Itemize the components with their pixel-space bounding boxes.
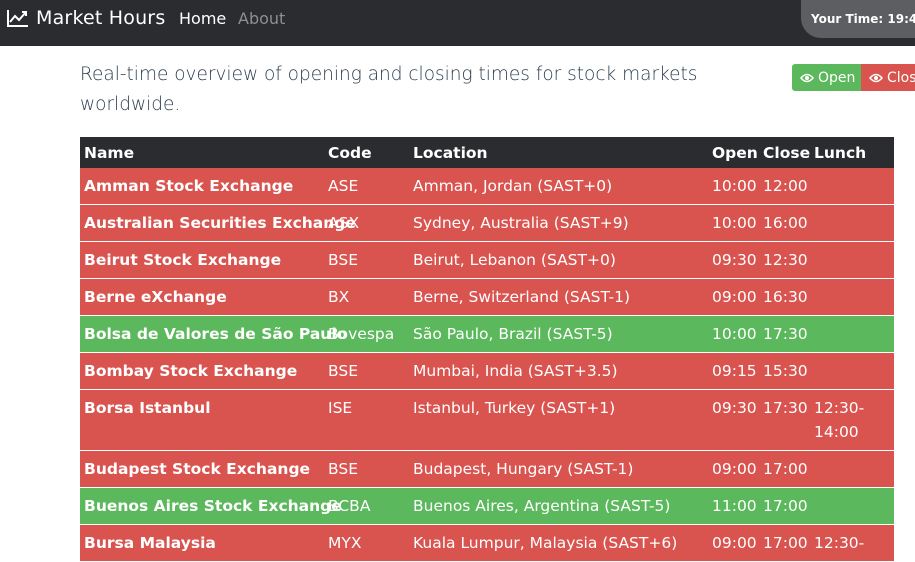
- cell-lunch: [810, 488, 894, 524]
- cell-name: Berne eXchange: [84, 288, 227, 306]
- cell-lunch: [810, 279, 894, 315]
- table-row[interactable]: Bolsa de Valores de São Paulo Bovespa São …: [80, 316, 894, 353]
- cell-open: 09:00: [712, 288, 757, 306]
- header-lunch[interactable]: Lunch: [814, 143, 867, 162]
- line-chart-icon: [7, 10, 28, 27]
- table-row[interactable]: Borsa Istanbul ISE Istanbul, Turkey (SAST+…: [80, 390, 894, 451]
- table-row[interactable]: Amman Stock Exchange ASE Amman, Jordan (SA…: [80, 168, 894, 205]
- header-location[interactable]: Location: [413, 143, 488, 162]
- cell-open: 09:00: [712, 534, 757, 552]
- cell-close: 17:00: [763, 460, 808, 478]
- cell-name: Bursa Malaysia: [84, 534, 216, 552]
- filter-open-button[interactable]: Open: [792, 64, 861, 91]
- cell-lunch: [810, 316, 894, 352]
- table-row[interactable]: Budapest Stock Exchange BSE Budapest, Hung…: [80, 451, 894, 488]
- cell-open: 09:00: [712, 460, 757, 478]
- cell-lunch: 12:30-14:00: [814, 399, 865, 441]
- cell-close: 12:30: [763, 251, 808, 269]
- cell-close: 17:00: [763, 534, 808, 552]
- header-open[interactable]: Open: [712, 143, 758, 162]
- user-time-display: Your Time: 19:44:4: [801, 0, 915, 38]
- cell-close: 16:00: [763, 214, 808, 232]
- cell-code: BX: [328, 288, 350, 306]
- table-row[interactable]: Bursa Malaysia MYX Kuala Lumpur, Malaysia …: [80, 525, 894, 562]
- table-row[interactable]: Bombay Stock Exchange BSE Mumbai, India (S…: [80, 353, 894, 390]
- filter-closed-label: Clos: [887, 69, 915, 86]
- cell-open: 10:00: [712, 214, 757, 232]
- eye-icon: [800, 73, 814, 82]
- cell-open: 10:00: [712, 325, 757, 343]
- nav-home-link[interactable]: Home: [179, 8, 227, 28]
- cell-code: BSE: [328, 460, 358, 478]
- cell-name: Budapest Stock Exchange: [84, 460, 311, 478]
- cell-code: BSE: [328, 251, 358, 269]
- cell-name: Borsa Istanbul: [84, 399, 211, 417]
- header-name[interactable]: Name: [84, 143, 135, 162]
- table-row[interactable]: Australian Securities Exchange ASX Sydney,…: [80, 205, 894, 242]
- table-row[interactable]: Berne eXchange BX Berne, Switzerland (SAST…: [80, 279, 894, 316]
- cell-open: 09:30: [712, 251, 757, 269]
- cell-name: Beirut Stock Exchange: [84, 251, 282, 269]
- header-close[interactable]: Close: [763, 143, 811, 162]
- cell-open: 09:30: [712, 399, 757, 417]
- nav-about-link[interactable]: About: [238, 8, 286, 28]
- table-body: Amman Stock Exchange ASE Amman, Jordan (SA…: [80, 168, 894, 562]
- brand-title: Market Hours: [36, 7, 166, 29]
- page-intro: Real-time overview of opening and closin…: [80, 64, 698, 115]
- cell-code: MYX: [328, 534, 362, 552]
- cell-lunch: [810, 242, 894, 278]
- cell-location: Budapest, Hungary (SAST-1): [413, 460, 634, 478]
- cell-code: ASX: [328, 214, 360, 232]
- table-row[interactable]: Beirut Stock Exchange BSE Beirut, Lebanon …: [80, 242, 894, 279]
- cell-location: Berne, Switzerland (SAST-1): [413, 288, 630, 306]
- cell-close: 15:30: [763, 362, 808, 380]
- cell-location: Kuala Lumpur, Malaysia (SAST+6): [413, 534, 678, 552]
- cell-close: 17:30: [763, 399, 808, 417]
- cell-location: Amman, Jordan (SAST+0): [413, 177, 613, 195]
- filter-open-label: Open: [818, 69, 856, 86]
- cell-lunch: [810, 353, 894, 389]
- cell-name: Bombay Stock Exchange: [84, 362, 298, 380]
- header-code[interactable]: Code: [328, 143, 372, 162]
- cell-name: Bolsa de Valores de São Paulo: [84, 325, 348, 343]
- cell-code: BCBA: [328, 497, 371, 515]
- cell-location: Beirut, Lebanon (SAST+0): [413, 251, 616, 269]
- cell-code: ISE: [328, 399, 353, 417]
- cell-open: 10:00: [712, 177, 757, 195]
- cell-open: 11:00: [712, 497, 757, 515]
- eye-icon: [869, 73, 883, 82]
- markets-table: Name Code Location Open Close Lunch Amma…: [80, 137, 894, 562]
- cell-name: Buenos Aires Stock Exchange: [84, 497, 342, 515]
- cell-location: Mumbai, India (SAST+3.5): [413, 362, 618, 380]
- cell-code: Bovespa: [328, 325, 395, 343]
- cell-lunch: [810, 168, 894, 204]
- cell-name: Australian Securities Exchange: [84, 214, 356, 232]
- cell-location: Sydney, Australia (SAST+9): [413, 214, 629, 232]
- filter-closed-button[interactable]: Clos: [861, 64, 915, 91]
- cell-open: 09:15: [712, 362, 757, 380]
- cell-lunch: [810, 451, 894, 487]
- cell-location: Buenos Aires, Argentina (SAST-5): [413, 497, 671, 515]
- cell-close: 17:30: [763, 325, 808, 343]
- cell-code: BSE: [328, 362, 358, 380]
- cell-close: 12:00: [763, 177, 808, 195]
- cell-lunch: 12:30-: [814, 534, 865, 552]
- cell-close: 17:00: [763, 497, 808, 515]
- cell-location: Istanbul, Turkey (SAST+1): [413, 399, 616, 417]
- cell-code: ASE: [328, 177, 359, 195]
- cell-lunch: [810, 205, 894, 241]
- table-row[interactable]: Buenos Aires Stock Exchange BCBA Buenos Ai…: [80, 488, 894, 525]
- cell-location: São Paulo, Brazil (SAST-5): [413, 325, 613, 343]
- brand-link[interactable]: Market Hours: [6, 0, 165, 36]
- navbar: Market Hours Home About Your Time: 19:44…: [0, 0, 915, 46]
- cell-close: 16:30: [763, 288, 808, 306]
- table-header: Name Code Location Open Close Lunch: [80, 137, 894, 168]
- cell-name: Amman Stock Exchange: [84, 177, 294, 195]
